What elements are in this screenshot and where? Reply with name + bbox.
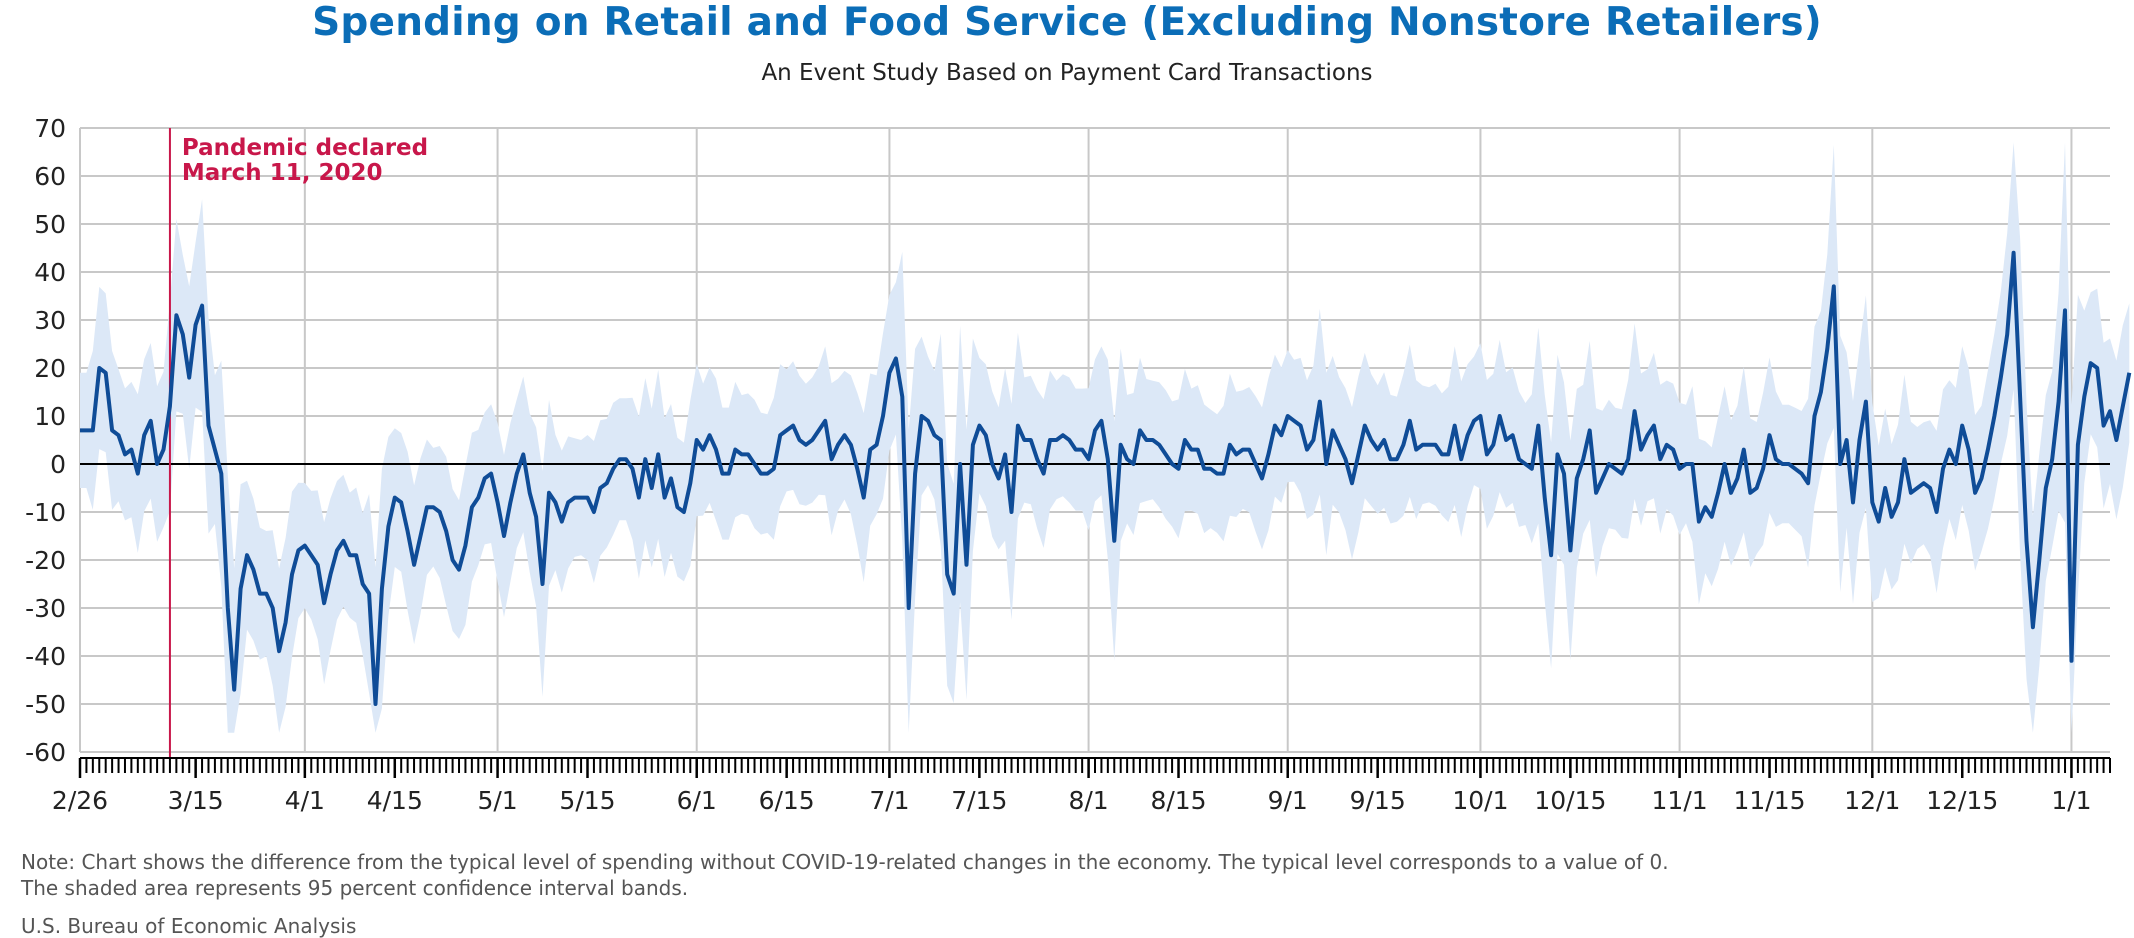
- y-tick-label: 50: [34, 210, 66, 239]
- event-label-line-2: March 11, 2020: [182, 160, 383, 186]
- y-axis-ticks: 70 60 50 40 30 20 10 0 -10 -20 -30 -40 -50 -60: [25, 114, 66, 767]
- x-tick-label: 10/15: [1534, 786, 1606, 815]
- series-line: [80, 250, 2132, 706]
- x-tick-label: 7/15: [951, 786, 1007, 815]
- x-tick-label: 5/1: [477, 786, 517, 815]
- note-line-1: Note: Chart shows the difference from th…: [21, 850, 1669, 874]
- x-tick-label: 11/1: [1652, 786, 1708, 815]
- y-tick-label: -60: [25, 738, 66, 767]
- event-label-line-1: Pandemic declared: [182, 135, 428, 161]
- x-tick-label: 4/1: [285, 786, 325, 815]
- x-tick-label: 8/1: [1068, 786, 1108, 815]
- y-tick-label: -30: [25, 594, 66, 623]
- x-tick-label: 12/1: [1844, 786, 1900, 815]
- x-tick-label: 7/1: [869, 786, 909, 815]
- x-tick-label: 12/15: [1926, 786, 1998, 815]
- x-axis: 2/26 3/15 4/1 4/15 5/1 5/15 6/1 6/15 7/1 7/15 8/1 8…: [52, 757, 2111, 815]
- series-line-path: [80, 250, 2132, 706]
- y-tick-label: 60: [34, 162, 66, 191]
- x-tick-label: 9/1: [1268, 786, 1308, 815]
- x-tick-label: 9/15: [1350, 786, 1406, 815]
- y-tick-label: 10: [34, 402, 66, 431]
- x-tick-label: 2/26: [52, 786, 108, 815]
- x-tick-label: 11/15: [1734, 786, 1806, 815]
- x-tick-label: 8/15: [1150, 786, 1206, 815]
- x-tick-label: 10/1: [1452, 786, 1508, 815]
- y-tick-label: 70: [34, 114, 66, 143]
- y-tick-label: -20: [25, 546, 66, 575]
- chart-title: Spending on Retail and Food Service (Exc…: [312, 0, 1822, 45]
- x-tick-label: 4/15: [367, 786, 423, 815]
- y-tick-label: 0: [50, 450, 66, 479]
- x-tick-label: 5/15: [559, 786, 615, 815]
- x-tick-label: 3/15: [168, 786, 224, 815]
- y-tick-label: 30: [34, 306, 66, 335]
- y-tick-label: -40: [25, 642, 66, 671]
- source-credit: U.S. Bureau of Economic Analysis: [21, 914, 357, 938]
- chart-subtitle: An Event Study Based on Payment Card Tra…: [761, 60, 1373, 86]
- y-tick-label: -50: [25, 690, 66, 719]
- note-line-2: The shaded area represents 95 percent co…: [21, 876, 689, 900]
- y-tick-label: 20: [34, 354, 66, 383]
- y-tick-label: 40: [34, 258, 66, 287]
- x-tick-label: 6/15: [759, 786, 815, 815]
- y-tick-label: -10: [25, 498, 66, 527]
- x-tick-label: 1/1: [2051, 786, 2091, 815]
- x-tick-label: 6/1: [677, 786, 717, 815]
